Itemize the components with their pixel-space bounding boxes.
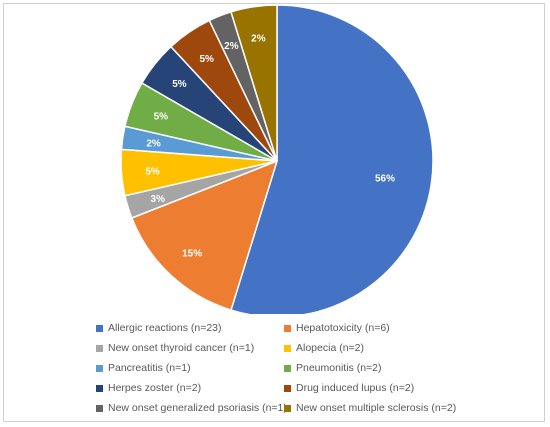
legend-swatch	[284, 344, 291, 352]
pie-slice	[230, 4, 434, 314]
legend-item: New onset generalized psoriasis (n=1)	[96, 400, 287, 416]
legend-label: New onset generalized psoriasis (n=1)	[108, 402, 287, 414]
legend-item: Drug induced lupus (n=2)	[284, 380, 516, 396]
slice-data-label: 2%	[224, 41, 239, 52]
legend-item: Herpes zoster (n=2)	[96, 380, 284, 396]
legend-swatch	[96, 404, 103, 412]
legend-label: New onset thyroid cancer (n=1)	[108, 342, 255, 354]
legend-item: Allergic reactions (n=23)	[96, 320, 284, 336]
slice-data-label: 3%	[151, 194, 166, 205]
chart-frame: 56% 15% 3% 5% 2% 5% 5% 5% 2% 2% Allergic reaction…	[3, 3, 545, 422]
slice-data-label: 15%	[182, 248, 202, 259]
slice-data-label: 2%	[146, 138, 161, 149]
legend-label: Pneumonitis (n=2)	[296, 362, 382, 374]
legend-label: Allergic reactions (n=23)	[108, 322, 222, 334]
legend-label: Pancreatitis (n=1)	[108, 362, 191, 374]
slice-data-label: 2%	[251, 34, 266, 45]
pie-slice	[130, 159, 279, 312]
legend-swatch	[96, 344, 103, 352]
legend-label: New onset multiple sclerosis (n=2)	[296, 402, 457, 414]
legend-item: Pneumonitis (n=2)	[284, 360, 516, 376]
slice-data-label: 5%	[145, 166, 160, 177]
legend-swatch	[96, 324, 103, 332]
legend-swatch	[284, 404, 291, 412]
pie-chart: 56% 15% 3% 5% 2% 5% 5% 5% 2% 2%	[120, 4, 434, 314]
slice-data-label: 5%	[172, 79, 187, 90]
slice-data-label: 56%	[375, 173, 395, 184]
legend-label: Alopecia (n=2)	[296, 342, 364, 354]
slice-data-label: 5%	[199, 54, 214, 65]
legend-swatch	[284, 364, 291, 372]
legend-item: Hepatotoxicity (n=6)	[284, 320, 516, 336]
legend-label: Hepatotoxicity (n=6)	[296, 322, 390, 334]
legend-swatch	[96, 384, 103, 392]
legend-swatch	[96, 364, 103, 372]
legend-label: Herpes zoster (n=2)	[108, 382, 202, 394]
legend-label: Drug induced lupus (n=2)	[296, 382, 415, 394]
slice-data-label: 5%	[154, 111, 169, 122]
legend-item: Alopecia (n=2)	[284, 340, 516, 356]
legend-item: Pancreatitis (n=1)	[96, 360, 284, 376]
legend-item: New onset thyroid cancer (n=1)	[96, 340, 284, 356]
pie-slice	[230, 4, 278, 162]
chart-legend: Allergic reactions (n=23) Hepatotoxicity …	[96, 320, 516, 416]
legend-swatch	[284, 384, 291, 392]
legend-swatch	[284, 324, 291, 332]
legend-item: New onset multiple sclerosis (n=2)	[284, 400, 516, 416]
